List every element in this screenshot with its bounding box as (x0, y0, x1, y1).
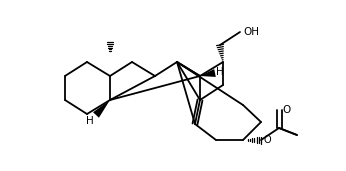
Text: OH: OH (243, 27, 259, 37)
Text: H: H (216, 67, 224, 77)
Text: O: O (263, 135, 271, 145)
Polygon shape (200, 69, 216, 77)
Text: O: O (282, 105, 290, 115)
Text: H: H (86, 116, 94, 126)
Polygon shape (93, 100, 110, 118)
